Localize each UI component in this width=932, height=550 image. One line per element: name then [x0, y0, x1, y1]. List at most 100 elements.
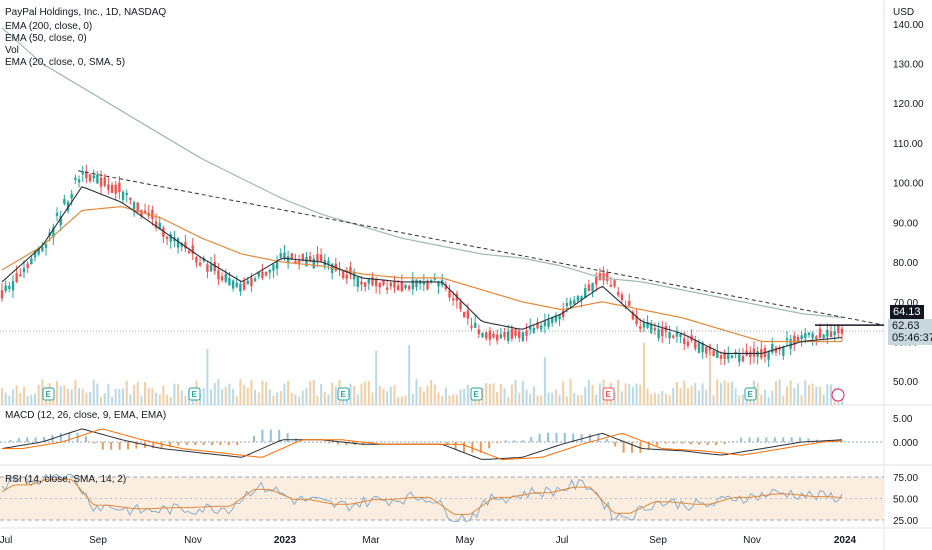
- volume-bar: [151, 388, 154, 405]
- candle-body: [209, 264, 213, 272]
- macd-tick-label: 0.000: [893, 438, 918, 449]
- candle-body: [752, 348, 756, 357]
- candle-body: [628, 300, 631, 306]
- macd-histogram-bar: [681, 442, 684, 444]
- legend-ema20[interactable]: EMA (20, close, 0, SMA, 5): [5, 57, 126, 68]
- rsi-smoothed-line: [1, 479, 843, 515]
- macd-histogram-bar: [345, 442, 348, 446]
- candle-body: [103, 177, 106, 186]
- candle-body: [213, 262, 216, 272]
- candle-body: [595, 277, 598, 285]
- volume-bar: [133, 385, 136, 405]
- volume-bar: [683, 380, 686, 405]
- candle-body: [499, 334, 503, 339]
- candle-body: [540, 325, 543, 330]
- candle-body: [30, 258, 33, 265]
- volume-bar: [408, 344, 411, 405]
- rsi-title[interactable]: RSI (14, close, SMA, 14, 2): [5, 474, 127, 485]
- candle-body: [723, 352, 726, 359]
- resistance-price-tag: 64.13: [890, 305, 924, 319]
- candle-body: [565, 302, 569, 307]
- macd-histogram-bar: [219, 442, 222, 446]
- macd-histogram-bar: [463, 442, 465, 453]
- volume-bar: [675, 381, 678, 405]
- currency-label[interactable]: USD: [893, 7, 915, 18]
- candle-body: [162, 227, 165, 237]
- candle-body: [668, 331, 671, 339]
- volume-bar: [818, 386, 821, 405]
- candle-body: [96, 174, 99, 184]
- volume-bar: [532, 386, 535, 405]
- earnings-badge-label: E: [474, 390, 480, 399]
- candle-body: [363, 282, 367, 287]
- candle-body: [587, 284, 591, 292]
- volume-bar: [595, 394, 598, 405]
- volume-bar: [173, 383, 176, 405]
- candle-body: [470, 325, 473, 328]
- volume-bar: [540, 395, 543, 405]
- candle-body: [429, 279, 433, 283]
- x-tick-label: 2024: [834, 535, 857, 546]
- volume-bar: [257, 392, 260, 405]
- volume-bar: [690, 385, 693, 405]
- macd-histogram-bar: [731, 440, 734, 442]
- legend-ema50[interactable]: EMA (50, close, 0): [5, 33, 87, 44]
- candle-body: [521, 332, 525, 341]
- volume-bar: [730, 381, 733, 405]
- candle-body: [451, 298, 455, 301]
- candle-body: [312, 258, 315, 269]
- volume-bar: [503, 388, 506, 405]
- candle-body: [686, 341, 690, 346]
- candle-body: [85, 171, 88, 179]
- volume-bar: [316, 395, 319, 405]
- volume-bar: [529, 393, 532, 405]
- candle-body: [804, 333, 807, 339]
- candle-body: [598, 273, 602, 280]
- volume-bar: [378, 385, 381, 405]
- volume-bar: [639, 384, 642, 405]
- candle-body: [426, 280, 429, 290]
- volume-bar: [415, 379, 418, 405]
- volume-bar: [727, 382, 730, 405]
- candle-body: [749, 351, 752, 358]
- candle-body: [411, 279, 415, 290]
- volume-bar: [653, 392, 656, 405]
- volume-bar: [573, 392, 576, 405]
- macd-title[interactable]: MACD (12, 26, close, 9, EMA, EMA): [5, 410, 167, 421]
- macd-histogram-bar: [337, 442, 339, 445]
- candle-body: [0, 290, 4, 299]
- candle-body: [235, 282, 238, 287]
- candle-body: [286, 256, 290, 263]
- volume-bar: [389, 386, 392, 405]
- candle-body: [697, 343, 701, 353]
- volume-bar: [136, 382, 139, 405]
- volume-bar: [96, 383, 99, 405]
- legend-vol[interactable]: Vol: [5, 45, 19, 56]
- earnings-badge: [602, 387, 615, 401]
- candle-body: [694, 340, 697, 349]
- candle-body: [231, 280, 235, 289]
- macd-tick-label: 5.00: [893, 414, 913, 425]
- candle-body: [308, 256, 312, 262]
- candle-body: [184, 242, 187, 249]
- volume-bar: [767, 396, 770, 405]
- volume-bar: [613, 392, 616, 405]
- candle-body: [701, 342, 704, 353]
- volume-bar: [177, 384, 180, 405]
- candle-body: [518, 330, 521, 338]
- ema200-line: [1, 27, 843, 319]
- earnings-badge-label: E: [748, 390, 754, 399]
- last-price-tag: 62.63 05:46:37: [888, 319, 932, 345]
- legend-ema200[interactable]: EMA (200, close, 0): [5, 21, 93, 32]
- candle-body: [191, 245, 194, 254]
- candle-body: [785, 338, 789, 341]
- macd-histogram-bar: [43, 436, 45, 442]
- volume-bar: [386, 391, 389, 405]
- ema20-line: [1, 186, 843, 354]
- volume-bar: [686, 388, 689, 405]
- macd-histogram-bar: [236, 442, 239, 446]
- bar-countdown: 05:46:37: [892, 332, 932, 344]
- volume-bar: [804, 380, 807, 405]
- earnings-badge: [470, 387, 483, 401]
